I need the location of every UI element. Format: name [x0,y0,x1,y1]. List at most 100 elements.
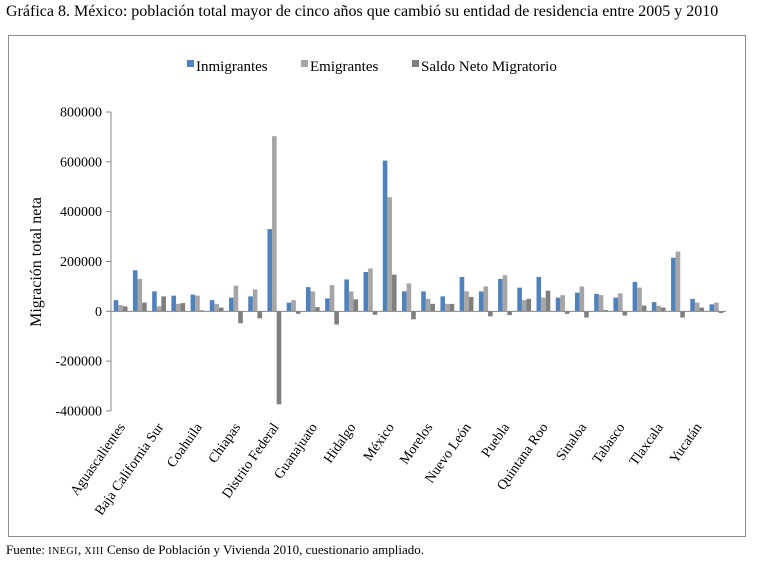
bar-inmigrantes [344,279,349,312]
series-inmigrantes [113,160,715,312]
bar-inmigrantes [632,281,638,312]
bar-inmigrantes [574,292,580,312]
bar-emigrantes [272,136,277,312]
bar-saldo-neto-migratorio [334,311,339,325]
bar-emigrantes [329,285,335,312]
bar-inmigrantes [267,229,273,312]
x-tick-label: México [361,421,398,465]
bar-saldo-neto-migratorio [584,311,589,318]
bar-emigrantes [291,300,296,312]
x-tick-label: Morelos [397,421,436,468]
bar-saldo-neto-migratorio [122,306,128,312]
bar-emigrantes [502,275,508,312]
bar-inmigrantes [248,296,253,312]
bar-inmigrantes [459,276,465,312]
y-tick-label: 200000 [60,255,102,270]
x-tick-label: Chiapas [206,421,244,467]
source-sep: , [77,542,85,557]
legend: Inmigrantes Emigrantes Saldo Neto Migrator… [187,59,557,75]
bar-emigrantes [252,289,258,312]
bar-saldo-neto-migratorio [449,303,455,312]
legend-swatch [412,60,419,67]
bar-emigrantes [175,303,181,312]
bar-emigrantes [387,197,392,312]
legend-label: Emigrantes [310,59,378,75]
bar-emigrantes [714,302,719,312]
bar-saldo-neto-migratorio [238,311,243,324]
bar-inmigrantes [190,294,196,312]
bar-saldo-neto-migratorio [180,303,186,312]
bar-inmigrantes [325,298,330,312]
bar-saldo-neto-migratorio [603,310,608,312]
bar-saldo-neto-migratorio [219,307,224,312]
bar-inmigrantes [421,291,426,312]
bar-inmigrantes [594,293,599,312]
y-tick-label: -400000 [55,405,102,420]
bar-saldo-neto-migratorio [295,311,301,314]
bar-emigrantes [406,283,412,312]
bar-emigrantes [425,298,431,312]
bar-saldo-neto-migratorio [680,311,685,318]
bar-inmigrantes [209,300,215,312]
bar-saldo-neto-migratorio [507,311,512,316]
bar-inmigrantes [171,295,176,312]
bar-emigrantes [579,286,585,312]
bar-saldo-neto-migratorio [411,311,416,320]
bar-inmigrantes [517,287,522,312]
bar-inmigrantes [536,276,542,312]
bar-saldo-neto-migratorio [661,307,666,312]
y-tick-label: 600000 [60,155,102,170]
bar-emigrantes [214,303,219,312]
bar-inmigrantes [671,257,676,312]
x-tick-label: Tlaxcala [627,420,667,469]
bar-inmigrantes [113,300,119,312]
bar-saldo-neto-migratorio [391,274,397,312]
y-tick-label: -200000 [55,355,102,370]
y-axis: -400000 -200000 0 200000 400000 600000 800000 [55,106,112,420]
bar-emigrantes [118,305,123,312]
source-note: Fuente: INEGI, XIII Censo de Población y… [6,542,424,558]
bar-emigrantes [156,306,162,312]
bar-saldo-neto-migratorio [276,311,282,405]
x-tick-label: Sinaloa [554,420,591,464]
x-tick-label: Coahuila [164,420,206,471]
bar-inmigrantes [690,298,695,312]
y-axis-label: Migración total neta [28,197,45,327]
source-rest: Censo de Población y Vivienda 2010, cues… [103,542,424,557]
legend-swatch [187,60,194,67]
bar-saldo-neto-migratorio [315,307,320,312]
y-tick-label: 800000 [60,106,102,121]
bar-inmigrantes [498,278,503,312]
bar-saldo-neto-migratorio [430,303,436,312]
y-tick-label: 400000 [60,205,102,220]
bar-inmigrantes [613,297,618,312]
legend-label: Saldo Neto Migratorio [421,59,557,75]
bar-emigrantes [445,303,450,312]
bar-emigrantes [137,278,143,312]
bar-saldo-neto-migratorio [161,296,166,312]
bar-inmigrantes [363,271,369,312]
bar-inmigrantes [555,297,561,312]
bar-emigrantes [368,268,373,312]
x-tick-label: Baja California Sur [93,420,168,518]
bar-saldo-neto-migratorio [353,299,359,312]
bar-inmigrantes [709,304,715,312]
bar-inmigrantes [132,270,138,312]
bar-saldo-neto-migratorio [622,311,628,316]
bar-emigrantes [656,305,662,312]
bar-inmigrantes [152,291,157,312]
bar-emigrantes [637,287,642,312]
source-org: INEGI [48,546,78,557]
figure-title: Gráfica 8. México: población total mayor… [6,3,719,20]
bar-emigrantes [675,251,681,312]
x-tick-label: Tabasco [590,421,628,467]
bar-inmigrantes [305,287,311,312]
bar-emigrantes [233,285,239,312]
bar-emigrantes [310,291,316,312]
bar-saldo-neto-migratorio [564,311,570,314]
bar-emigrantes [464,291,469,312]
bar-emigrantes [541,297,546,312]
bar-emigrantes [521,300,527,312]
bar-emigrantes [694,302,700,312]
